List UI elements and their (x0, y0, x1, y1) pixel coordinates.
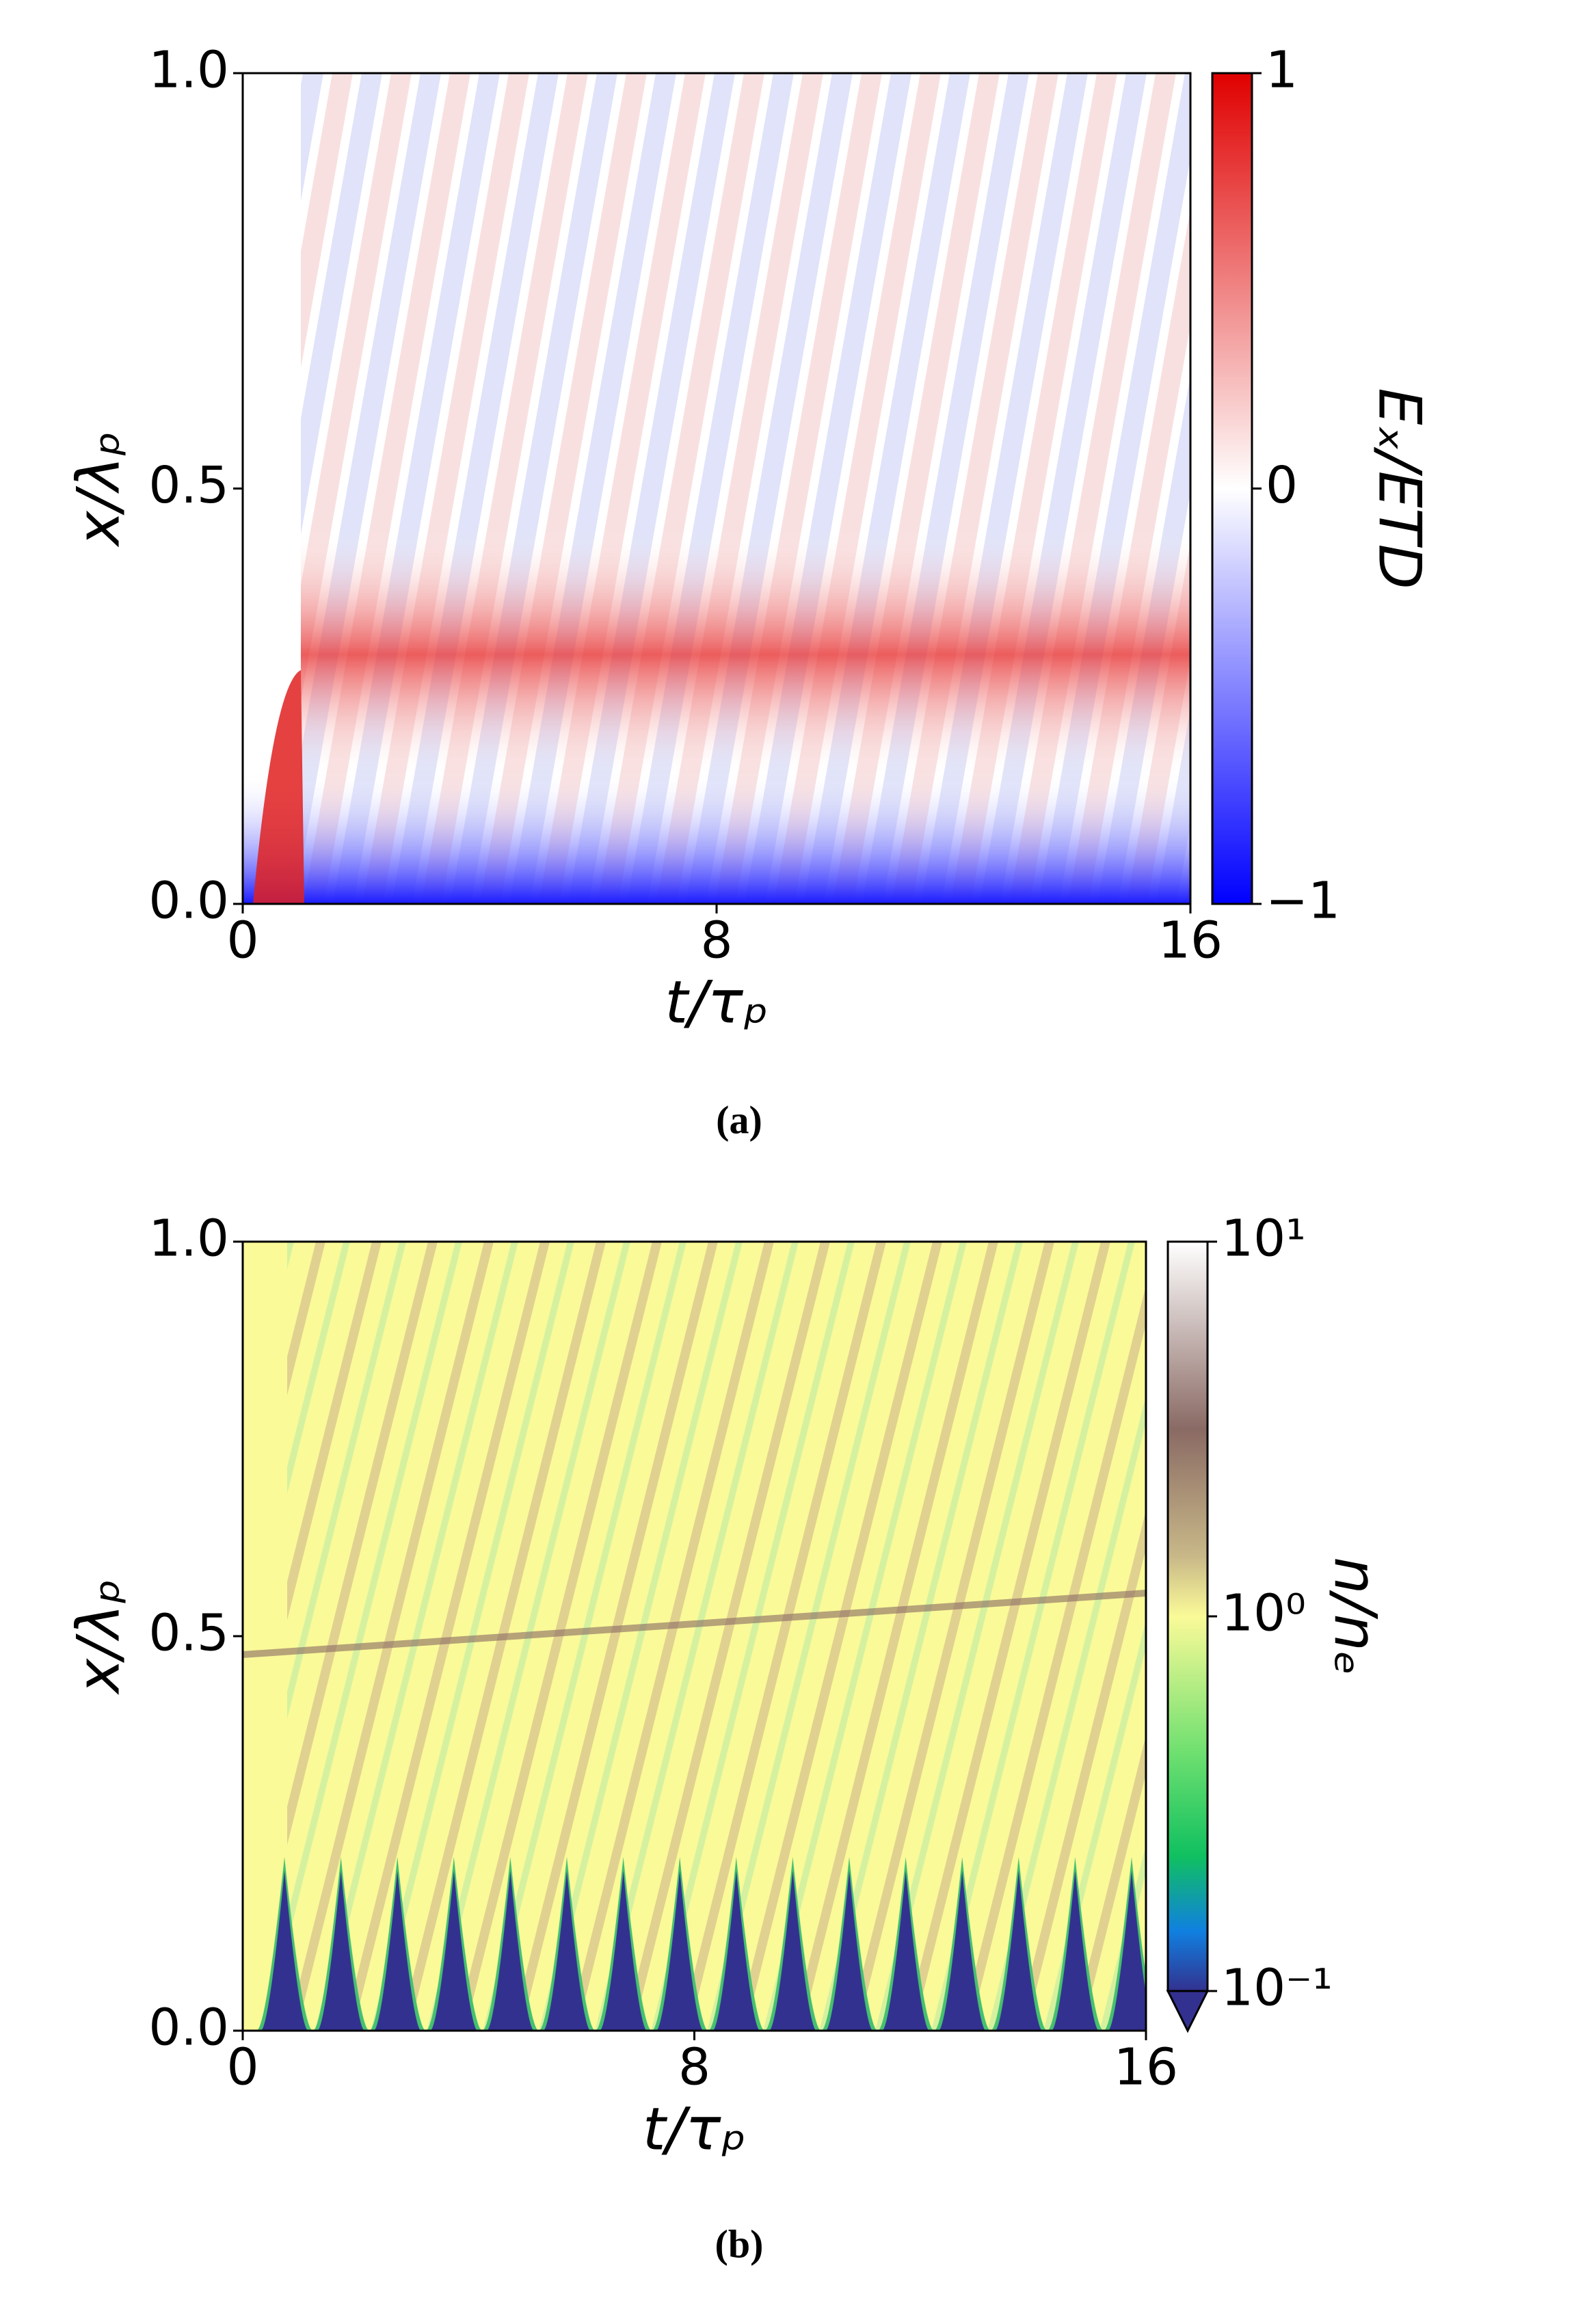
x-tick-label: 0 (226, 2038, 258, 2097)
colorbar-tick-label: 1 (1266, 41, 1298, 100)
x-tick-label: 16 (1158, 911, 1223, 970)
x-tick-label: 8 (700, 911, 732, 970)
colorbar-extend (1166, 1990, 1210, 2033)
caption: (b) (715, 2221, 764, 2266)
colorbar-label: Eₓ/ETD (1365, 388, 1434, 589)
y-axis-label: x/λₚ (64, 431, 133, 548)
colorbar-tick-label: −1 (1266, 872, 1340, 931)
y-tick-label: 0.5 (148, 1604, 229, 1663)
x-axis-label: t/τₚ (643, 2095, 746, 2163)
y-axis-label: x/λₚ (64, 1579, 133, 1696)
colorbar-label: n/nₑ (1321, 1557, 1389, 1676)
x-tick-label: 0 (226, 911, 258, 970)
colorbar-tick-label: 10¹ (1221, 1210, 1306, 1268)
heatmap-a (243, 73, 1190, 904)
y-tick-label: 0.0 (148, 872, 229, 931)
y-tick-label: 0.0 (148, 1999, 229, 2057)
colorbar-tick-label: 10⁰ (1221, 1584, 1306, 1643)
x-tick-label: 8 (678, 2038, 710, 2097)
x-tick-label: 16 (1114, 2038, 1178, 2097)
colorbar (1211, 72, 1253, 905)
y-tick-label: 1.0 (148, 1210, 229, 1268)
heatmap-b (243, 1242, 1146, 2031)
caption: (a) (716, 1097, 762, 1142)
x-axis-label: t/τₚ (665, 968, 768, 1037)
colorbar (1166, 1240, 1209, 1992)
colorbar-tick-label: 10⁻¹ (1221, 1959, 1333, 2018)
y-tick-label: 1.0 (148, 41, 229, 100)
y-tick-label: 0.5 (148, 456, 229, 515)
colorbar-tick-label: 0 (1266, 456, 1298, 515)
